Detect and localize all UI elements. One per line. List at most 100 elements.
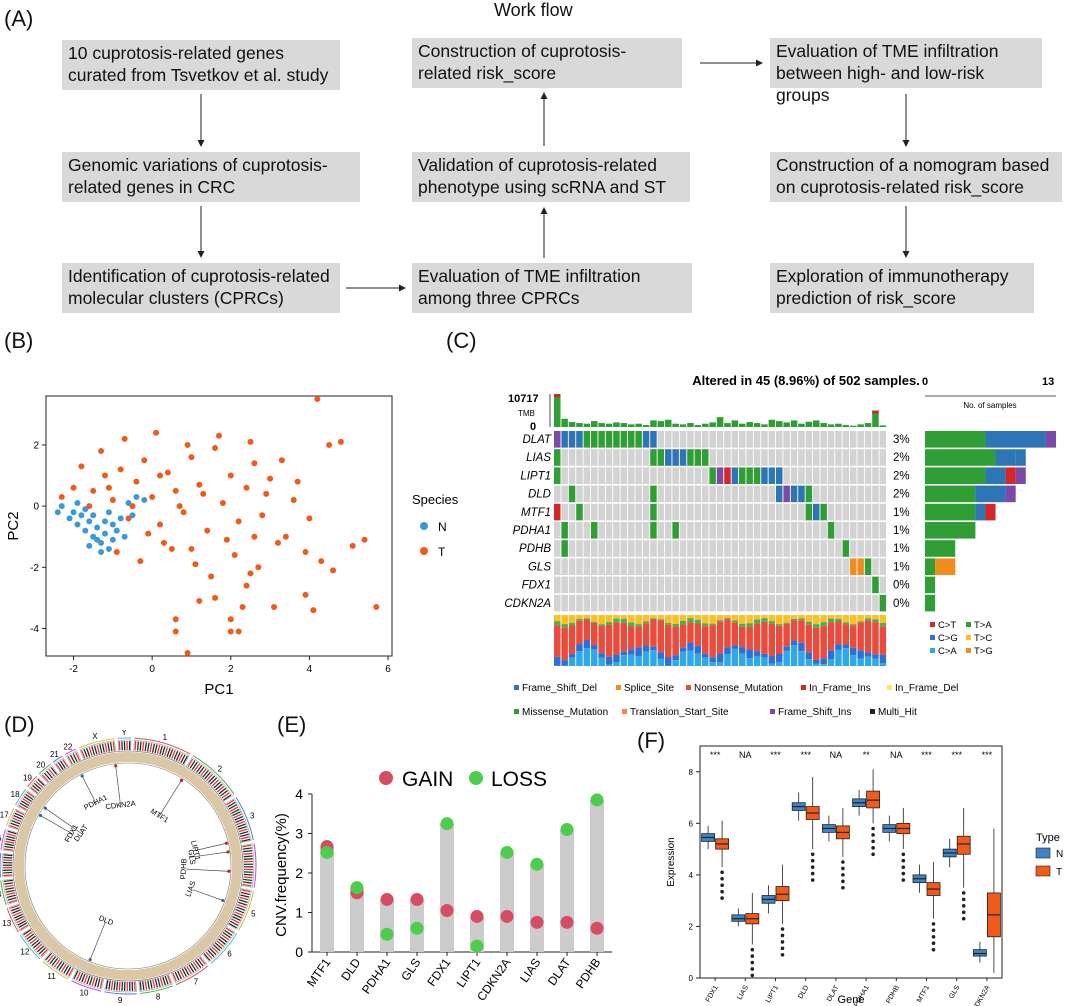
pca-scatter-plot: -2 0 2 4 6 -4 -2 0 2 PC1 PC2 Species N T [5, 395, 459, 698]
pca-point-t [302, 549, 309, 555]
oncoplot-cell [657, 576, 665, 594]
cnv-gain-point [410, 892, 424, 906]
chromosome-outer-arc [78, 738, 115, 749]
chromosome-outer-arc [14, 789, 26, 806]
chromosome-band [157, 977, 161, 987]
cnv-category-label: PDHA1 [359, 955, 394, 996]
chromosome-outer-arc [0, 853, 2, 878]
oncoplot-cell [694, 594, 702, 612]
tmb-bar [620, 423, 628, 427]
gene-label: LIAS [183, 880, 197, 898]
snv-fraction-segment [657, 619, 665, 621]
cnv-category-label: FDX1 [424, 955, 453, 988]
boxplot-outlier [720, 876, 724, 881]
boxplot-outlier [780, 927, 785, 931]
snv-fraction-segment [650, 650, 657, 666]
sample-count-bar [935, 558, 956, 575]
chromosome-outer-arc [175, 965, 209, 986]
oncoplot-cell [783, 522, 790, 539]
pca-point-n [74, 500, 81, 507]
snv-fraction-segment [642, 615, 650, 622]
snv-fraction-segment [761, 657, 768, 666]
snv-fraction-segment [583, 619, 591, 640]
oncoplot-cell [768, 449, 776, 466]
oncoplot-cell [642, 431, 650, 448]
pca-point-t [349, 542, 356, 549]
chromosome-band [7, 833, 17, 837]
oncoplot-cell [739, 467, 746, 484]
oncoplot-cell [724, 594, 731, 612]
pca-point-t [78, 463, 85, 470]
cnv-ytick-label: 4 [295, 786, 303, 802]
oncoplot-cell [879, 485, 887, 503]
oncoplot-cell [576, 449, 583, 466]
oncoplot-cell [879, 576, 887, 594]
chromosome-band [218, 938, 226, 945]
oncoplot-cell [591, 485, 598, 503]
cnv-loss-point [560, 823, 574, 837]
tmb-bar [731, 420, 739, 427]
oncoplot-cell [709, 503, 716, 521]
snv-fraction-segment [798, 620, 805, 643]
tmb-bar [872, 410, 879, 427]
oncoplot-percent: 2% [893, 470, 910, 482]
oncoplot-cell [739, 558, 746, 575]
chromosome-label: 22 [63, 742, 72, 751]
cnv-range-bar [350, 887, 364, 952]
boxplot-outlier [780, 940, 785, 944]
chromosome-band [154, 978, 159, 988]
chromosome-band [215, 783, 223, 791]
oncoplot-cell [842, 431, 850, 448]
chromosome-band [236, 820, 246, 826]
snv-fraction-segment [702, 615, 709, 624]
oncoplot-cell [583, 485, 591, 503]
oncoplot-cell [739, 503, 746, 521]
chromosome-band [243, 850, 253, 853]
boxplot-outlier [750, 947, 755, 952]
oncoplot-cell [657, 558, 665, 575]
oncoplot-cell [724, 540, 731, 557]
tmb-label: TMB [518, 409, 535, 418]
oncoplot-cell [628, 558, 635, 575]
oncoplot-cell [872, 485, 879, 503]
oncoplot-cell [665, 485, 672, 503]
snv-fraction-segment [642, 621, 650, 624]
snv-fraction-segment [731, 615, 739, 621]
chromosome-band [57, 761, 64, 771]
pca-point-n [117, 515, 124, 522]
snv-fraction-segment [857, 650, 864, 659]
oncoplot-cell [576, 558, 583, 575]
oncoplot-cell [753, 576, 761, 594]
legend-n-text: N [1056, 849, 1063, 860]
snv-fraction-segment [620, 655, 628, 666]
snv-fraction-segment [694, 623, 702, 646]
oncoplot-cell [561, 558, 568, 575]
snv-fraction-segment [761, 615, 768, 619]
pca-point-n [78, 512, 85, 519]
oncoplot-cell [805, 522, 813, 539]
snv-fraction-segment [628, 615, 635, 623]
chromosome-band [164, 747, 169, 757]
gene-connector [45, 807, 84, 835]
chromosome-band [231, 808, 240, 814]
snv-fraction-segment [605, 656, 613, 665]
pca-point-t [216, 432, 222, 439]
chromosome-band [159, 745, 163, 755]
workflow-box-7: Evaluation of TME infiltration between h… [770, 38, 1042, 105]
oncoplot-cell [768, 576, 776, 594]
oncoplot-cell [739, 449, 746, 466]
chromosome-band [18, 804, 27, 811]
chromosome-band [211, 779, 220, 787]
variant-legend-swatch [616, 685, 621, 690]
oncoplot-cell [687, 540, 694, 557]
cnv-loss-point [320, 845, 334, 859]
oncoplot-cell [642, 467, 650, 484]
chromosome-band [197, 958, 204, 967]
chromosome-band [238, 899, 248, 904]
variant-legend-swatch [770, 709, 775, 714]
chromosome-band [55, 763, 62, 772]
snv-fraction-segment [813, 663, 820, 666]
chromosome-band [237, 904, 247, 909]
oncoplot-cell [768, 503, 776, 521]
oncoplot-cell [761, 594, 768, 612]
